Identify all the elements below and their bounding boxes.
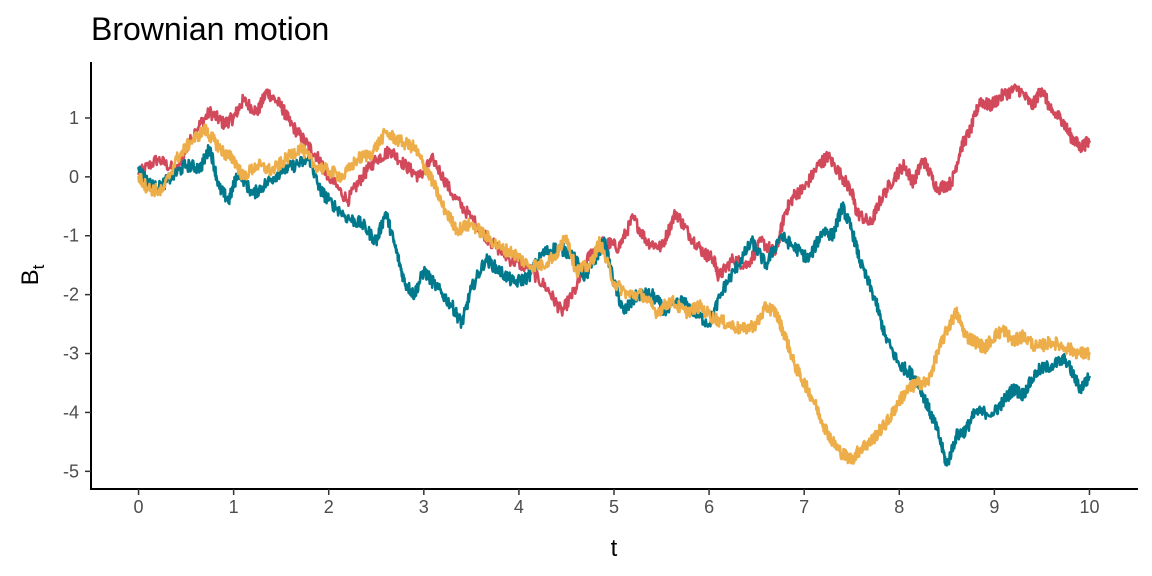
y-tick-label: 1 — [69, 108, 79, 128]
x-tick-label: 10 — [1079, 497, 1099, 517]
x-tick-label: 8 — [894, 497, 904, 517]
x-tick-label: 4 — [514, 497, 524, 517]
y-tick-label: -1 — [63, 226, 79, 246]
y-tick-label: -5 — [63, 461, 79, 481]
y-axis-title: Bt — [17, 264, 48, 285]
chart-title: Brownian motion — [91, 11, 329, 47]
x-tick-label: 1 — [229, 497, 239, 517]
y-tick-label: 0 — [69, 167, 79, 187]
y-axis-ticks: -5 -4 -3 -2 -1 0 1 — [63, 108, 91, 481]
x-tick-label: 0 — [134, 497, 144, 517]
series-layer — [137, 83, 1091, 467]
x-tick-label: 5 — [609, 497, 619, 517]
series-line-3 — [137, 123, 1091, 465]
x-tick-label: 6 — [704, 497, 714, 517]
y-tick-label: -3 — [63, 344, 79, 364]
y-axis-title-subscript: t — [29, 264, 48, 269]
series-line-2 — [137, 144, 1091, 467]
x-tick-label: 7 — [799, 497, 809, 517]
x-tick-label: 3 — [419, 497, 429, 517]
x-tick-label: 9 — [989, 497, 999, 517]
series-line-1 — [137, 83, 1091, 317]
x-axis-title: t — [611, 535, 618, 562]
y-tick-label: -4 — [63, 402, 79, 422]
x-tick-label: 2 — [324, 497, 334, 517]
x-axis-ticks: 0 1 2 3 4 5 6 7 8 9 10 — [134, 489, 1099, 517]
y-tick-label: -2 — [63, 285, 79, 305]
y-axis-title-main: B — [17, 269, 44, 285]
